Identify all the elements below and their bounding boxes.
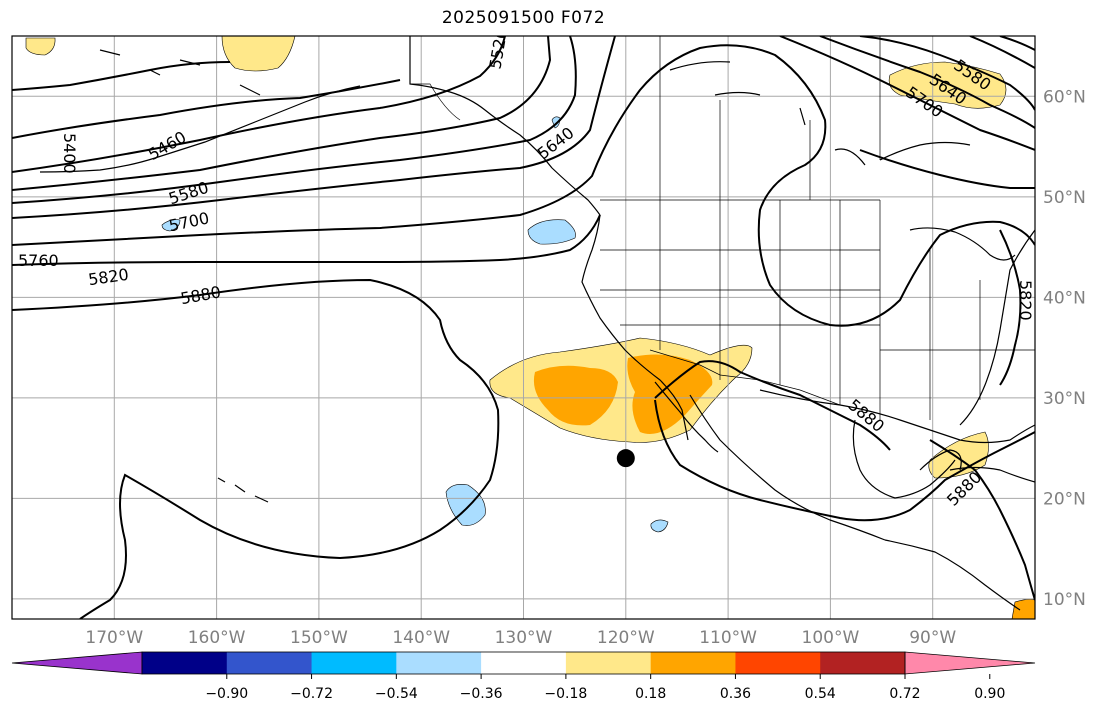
central-america [884, 539, 1021, 611]
east-coast [959, 229, 1035, 426]
hawaii-islands [217, 477, 269, 503]
longitude-labels: 170°W 160°W 150°W 140°W 130°W 120°W 110°W 100°W… [85, 628, 956, 648]
contour-5880-southwest [654, 399, 1035, 522]
contour-5460 [12, 79, 401, 139]
canada-province-lines [659, 36, 881, 200]
colorbar-outline [141, 651, 906, 675]
colorbar-tick-label: 0.72 [889, 686, 920, 702]
contour-5400 [12, 61, 231, 91]
colorbar-segment [396, 652, 482, 674]
contour-5700 [12, 36, 616, 219]
colorbar-extend-high [904, 651, 1036, 675]
contour-5580-east [859, 36, 1035, 111]
positive-anomaly-region [928, 431, 989, 479]
contour-5640-east [819, 36, 1035, 129]
strong-positive-anomaly-region [627, 354, 713, 434]
height-contours [12, 36, 1035, 619]
colorbar-segment [226, 652, 313, 674]
longitude-label: 150°W [290, 628, 348, 648]
hudson-bay-coast [879, 141, 971, 161]
positive-anomaly-region [221, 36, 296, 72]
contour-5820-east [999, 229, 1022, 386]
contour-5640 [12, 36, 577, 204]
contour-5760-east [859, 149, 1035, 189]
great-lakes [909, 227, 1016, 261]
contour-5580 [12, 36, 552, 191]
longitude-label: 170°W [85, 628, 143, 648]
point-marker [616, 449, 635, 468]
alaska-coast [409, 36, 601, 216]
colorbar-tick-labels: −0.90 −0.72 −0.54 −0.36 −0.18 0.18 0.36 0.54 0.7… [205, 674, 1005, 702]
contour-5880-north [654, 360, 891, 451]
longitude-label: 120°W [597, 628, 655, 648]
longitude-label: 100°W [802, 628, 860, 648]
longitude-label: 130°W [495, 628, 553, 648]
aleutian-chain [39, 85, 361, 173]
longitude-label: 140°W [392, 628, 450, 648]
contour-labels: 5400 5460 5520 5580 5640 5700 5760 5820 … [18, 36, 1035, 510]
colorbar-segment [650, 652, 736, 674]
colorbar-tick-label: −0.90 [205, 686, 248, 702]
colorbar-extend-low [11, 651, 143, 675]
colorbar-tick-label: 0.18 [635, 686, 666, 702]
us-mexico-border [649, 349, 841, 406]
colorbar-segment [481, 652, 567, 674]
coastlines [39, 36, 1035, 611]
negative-anomaly-region [527, 219, 576, 245]
colorbar-segment [565, 652, 652, 674]
colorbar-segment [735, 652, 821, 674]
latitude-label: 60°N [1043, 87, 1086, 107]
positive-anomaly-region [1011, 599, 1035, 619]
longitude-label: 110°W [699, 628, 757, 648]
contour-5520 [12, 36, 506, 173]
contour-ne-corner [969, 36, 1035, 69]
positive-anomaly-region [25, 37, 56, 56]
contour-5880-gulf [929, 439, 1035, 601]
map-title: 2025091500 F072 [441, 8, 606, 28]
gulf-coast [759, 389, 1035, 444]
latitude-label: 10°N [1043, 590, 1086, 610]
colorbar-segment [311, 652, 397, 674]
alaska-canada-border [410, 83, 461, 121]
contour-label: 5400 [60, 133, 79, 174]
colorbar-tick-label: 0.90 [974, 686, 1005, 702]
colorbar-tick-label: −0.54 [375, 686, 418, 702]
contour-5700-east [779, 36, 1035, 151]
gridlines [12, 36, 1035, 619]
latitude-labels: 10°N 20°N 30°N 40°N 50°N 60°N [1043, 87, 1086, 610]
colorbar [11, 651, 1036, 675]
longitude-label: 160°W [188, 628, 246, 648]
colorbar-tick-label: −0.36 [460, 686, 503, 702]
negative-anomaly-region [650, 519, 669, 533]
gulf-of-mexico-west [852, 419, 956, 499]
latitude-label: 30°N [1043, 389, 1086, 409]
colorbar-segment [142, 652, 228, 674]
contour-5820 [12, 214, 601, 266]
strong-positive-anomaly-region [533, 365, 618, 426]
colorbar-tick-label: 0.54 [805, 686, 836, 702]
latitude-label: 50°N [1043, 188, 1086, 208]
longitude-label: 90°W [909, 628, 956, 648]
west-coast [581, 214, 689, 441]
political-borders [410, 36, 1035, 420]
alaska-peninsula-islands [99, 49, 261, 96]
us-state-lines [600, 200, 1035, 420]
canada-islands [669, 61, 866, 166]
colorbar-tick-label: 0.36 [720, 686, 751, 702]
contour-5760 [12, 44, 1035, 327]
negative-anomaly-region [161, 219, 181, 232]
contour-label: 5820 [1016, 280, 1035, 321]
colorbar-tick-label: −0.18 [544, 686, 587, 702]
contour-label: 5760 [18, 251, 59, 270]
colorbar-tick-label: −0.72 [290, 686, 333, 702]
colorbar-segment [820, 652, 906, 674]
latitude-label: 20°N [1043, 489, 1086, 509]
contour-5880-pacific [12, 278, 500, 619]
mexico-west-coast [689, 394, 886, 541]
map-frame [11, 35, 1036, 620]
latitude-label: 40°N [1043, 288, 1086, 308]
baja-california [654, 381, 719, 453]
negative-anomaly-region [445, 484, 486, 526]
